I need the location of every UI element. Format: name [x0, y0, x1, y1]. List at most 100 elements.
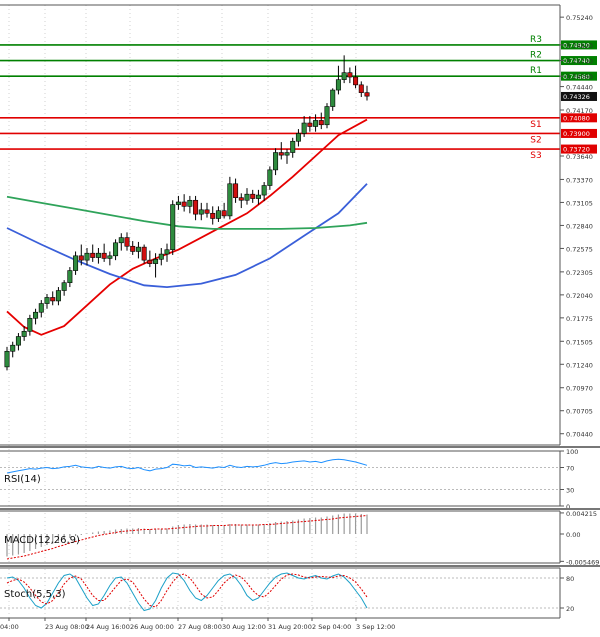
candle-body — [278, 152, 284, 156]
price-tick-label: 0.71505 — [566, 338, 593, 346]
candle-body — [273, 152, 279, 171]
candle-body — [101, 252, 107, 259]
price-tick-label: 0.74920 — [566, 42, 593, 50]
candle-body — [267, 169, 273, 186]
level-tag-r1 — [561, 71, 597, 81]
level-value-s1: 0.74080 — [563, 114, 590, 122]
level-value-s2: 0.73900 — [563, 130, 590, 138]
candle-body — [198, 209, 204, 215]
time-tick-label: 3 Sep 12:00 — [356, 623, 395, 631]
candle-body — [164, 249, 170, 255]
candle-body — [73, 255, 79, 271]
price-tick-label: 0.72305 — [566, 269, 593, 277]
price-tick-label: 0.74170 — [566, 107, 593, 115]
price-axis: 0.75240 0.74920 0.74740 0.74560 0.74440 0.741… — [560, 14, 597, 439]
price-tick-label: 0.74440 — [566, 84, 593, 92]
candle-body — [318, 120, 324, 126]
indicator-tick-label: -0.005469 — [566, 558, 599, 566]
candle-body — [330, 89, 336, 107]
time-tick-label: 04:00 — [0, 623, 19, 631]
candle-body — [27, 317, 33, 332]
indicator-tick-label: 0 — [566, 503, 570, 511]
price-tick-label: 0.70970 — [566, 385, 593, 393]
time-tick-label: 24 Aug 16:00 — [86, 623, 130, 631]
candle-body — [250, 193, 256, 199]
price-tick-label: 0.72575 — [566, 245, 593, 253]
time-tick-label: 2 Sep 04:00 — [312, 623, 351, 631]
candle-body — [4, 350, 10, 368]
price-tick-label: 0.75240 — [566, 14, 593, 22]
indicator-tick-label: 70 — [566, 465, 574, 473]
indicator-tick-label: 80 — [566, 575, 574, 583]
level-tag-r2 — [561, 56, 597, 66]
indicator-tick-label: 20 — [566, 605, 574, 613]
level-value-r3: 0.74920 — [563, 42, 590, 50]
rsi-line — [6, 458, 368, 474]
indicator-tick-label: 0.004215 — [566, 510, 597, 518]
candle-body — [153, 258, 159, 264]
level-name-s3: S3 — [530, 151, 541, 161]
candle-body — [130, 245, 136, 252]
candle-body — [107, 255, 113, 259]
candle-body — [295, 133, 301, 142]
time-tick-label: 31 Aug 20:00 — [268, 623, 312, 631]
candle-body — [227, 183, 233, 217]
candle-body — [255, 194, 261, 199]
candle-body — [84, 252, 90, 261]
time-tick-label: 26 Aug 00:00 — [130, 623, 174, 631]
candle-body — [284, 152, 290, 156]
moving-average-line — [6, 183, 368, 289]
candle-body — [238, 197, 244, 201]
price-tick-label: 0.74560 — [566, 73, 593, 81]
candle-body — [193, 199, 199, 215]
candle-body — [44, 297, 50, 304]
candle-body — [364, 92, 370, 97]
price-tick-label: 0.73370 — [566, 176, 593, 184]
candle-body — [124, 237, 130, 247]
stoch-signal-line — [6, 573, 368, 608]
candle-body — [187, 199, 193, 207]
price-tick-label: 0.70440 — [566, 431, 593, 439]
level-name-r2: R2 — [530, 51, 542, 61]
candle-body — [113, 242, 119, 257]
price-tick-label: 0.74740 — [566, 58, 593, 66]
level-name-r3: R3 — [530, 35, 542, 45]
candles — [4, 55, 370, 371]
candle-body — [118, 237, 124, 244]
candle-body — [261, 185, 267, 196]
time-tick-label: 30 Aug 12:00 — [222, 623, 266, 631]
price-tick-label: 0.72040 — [566, 292, 593, 300]
candle-body — [358, 84, 364, 93]
candle-body — [90, 252, 96, 258]
level-name-r1: R1 — [530, 66, 542, 76]
macd-label: MACD(12,26,9) — [4, 535, 80, 546]
moving-averages — [6, 118, 368, 336]
candle-body — [210, 212, 216, 219]
candle-body — [170, 204, 176, 251]
stoch-panel: Stoch(5,5,3) 80 20 — [0, 572, 574, 613]
macd-panel: MACD(12,26,9) 0.004215 0.00 -0.005469 — [4, 510, 599, 566]
level-value-s3: 0.73720 — [563, 146, 590, 154]
candle-body — [353, 76, 359, 86]
candle-body — [290, 140, 296, 153]
candle-body — [10, 344, 16, 352]
candle-body — [175, 201, 181, 205]
stoch-main-line — [6, 572, 368, 612]
candle-body — [335, 79, 341, 91]
price-tick-label: 0.72840 — [566, 222, 593, 230]
candle-body — [221, 210, 227, 217]
level-tag-s3 — [561, 144, 597, 154]
current-price-label: 0.74326 — [563, 93, 590, 101]
candle-body — [78, 255, 84, 261]
current-price-tag — [561, 91, 597, 101]
price-tick-label: 0.71775 — [566, 315, 593, 323]
panel-frames — [0, 4, 600, 619]
pivot-levels: R3 0.74920 R2 0.74740 R1 0.74560 S1 0.74080 S2 0.… — [0, 35, 597, 161]
candle-body — [61, 282, 67, 291]
candle-body — [95, 252, 101, 258]
candle-body — [55, 290, 61, 302]
candle-body — [313, 120, 319, 127]
candle-body — [67, 270, 73, 284]
